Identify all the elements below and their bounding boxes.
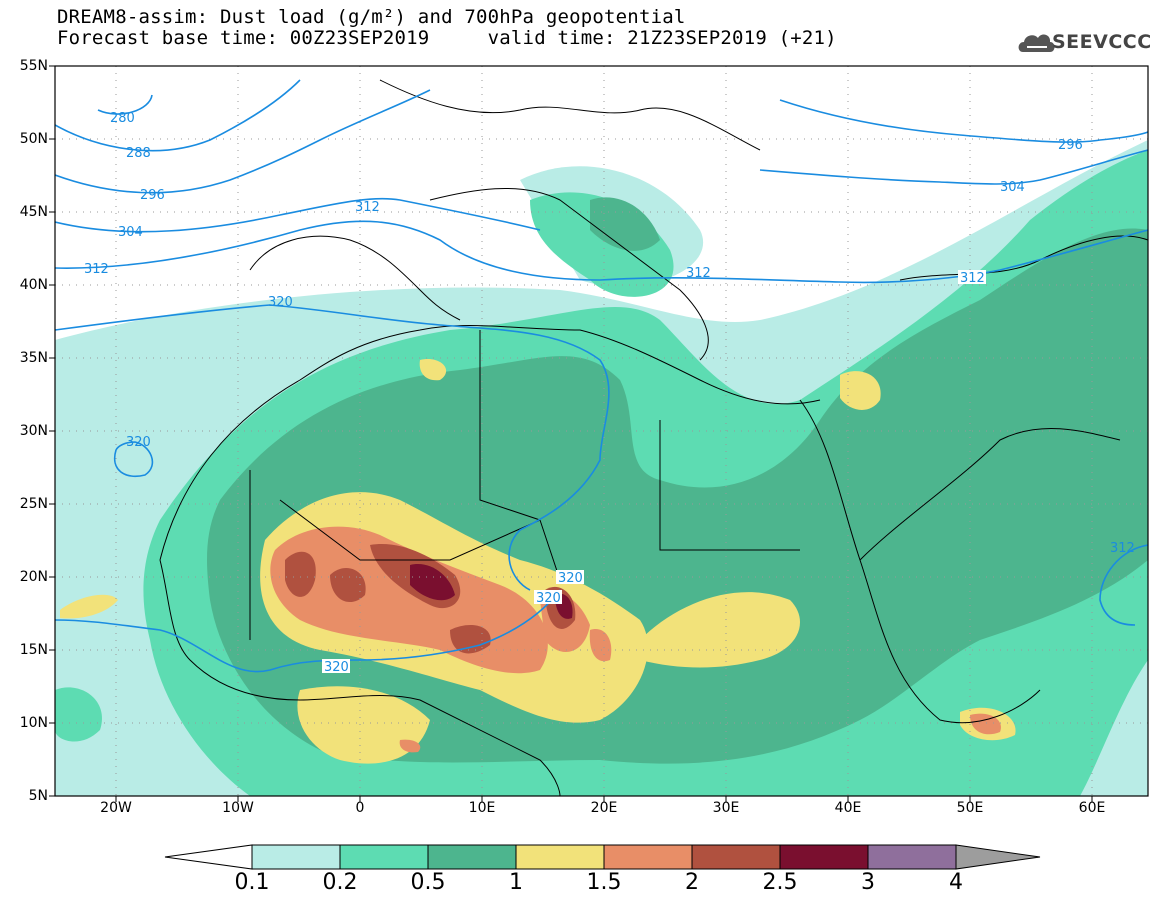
lat-label: 45N: [19, 204, 48, 220]
colorbar-over-arrow: [955, 844, 1041, 870]
colorbar-label: 1: [509, 870, 523, 895]
svg-text:320: 320: [558, 571, 583, 586]
svg-text:320: 320: [536, 591, 561, 606]
colorbar-label: 1.5: [586, 870, 622, 895]
colorbar-swatch: [427, 844, 517, 870]
lon-label: 50E: [956, 800, 984, 816]
colorbar-label: 4: [949, 870, 963, 895]
lat-label: 40N: [19, 277, 48, 293]
svg-text:288: 288: [126, 146, 151, 161]
colorbar-swatch: [515, 844, 605, 870]
svg-text:312: 312: [960, 271, 985, 286]
lat-label: 50N: [19, 131, 48, 147]
cloud-icon: [1018, 34, 1055, 52]
colorbar-label: 0.5: [410, 870, 446, 895]
colorbar-swatch: [603, 844, 693, 870]
lon-label: 20W: [100, 800, 132, 816]
axis-ticks: [49, 65, 1093, 802]
gridlines: [55, 66, 1148, 796]
logo-text: SEEVCCC: [1052, 31, 1152, 53]
svg-text:312: 312: [1110, 541, 1135, 556]
colorbar-label: 3: [861, 870, 875, 895]
lon-label: 30E: [712, 800, 740, 816]
map-title: DREAM8-assim: Dust load (g/m²) and 700hP…: [57, 6, 686, 28]
colorbar-label: 2.5: [762, 870, 798, 895]
lat-label: 30N: [19, 423, 48, 439]
colorbar-swatch: [867, 844, 957, 870]
colorbar-label: 0.2: [322, 870, 358, 895]
colorbar-swatch: [251, 844, 341, 870]
svg-text:304: 304: [118, 225, 143, 240]
contour-labels: 280 288 296 304 312 320 312 312 320 320 …: [84, 111, 1135, 675]
lat-label: 15N: [19, 642, 48, 658]
colorbar-swatch: [691, 844, 781, 870]
lat-label: 25N: [19, 496, 48, 512]
colorbar-label: 2: [685, 870, 699, 895]
lon-label: 40E: [834, 800, 862, 816]
colorbar-under-arrow: [164, 844, 253, 870]
lat-label: 20N: [19, 569, 48, 585]
colorbar-label: 0.1: [234, 870, 270, 895]
lat-label: 10N: [19, 715, 48, 731]
lon-label: 10E: [468, 800, 496, 816]
colorbar: [164, 844, 1041, 870]
svg-text:304: 304: [1000, 180, 1025, 195]
lat-label: 55N: [19, 58, 48, 74]
svg-text:312: 312: [84, 262, 109, 277]
svg-text:312: 312: [355, 200, 380, 215]
svg-text:280: 280: [110, 111, 135, 126]
lon-label: 60E: [1078, 800, 1106, 816]
svg-text:320: 320: [324, 660, 349, 675]
lat-label: 35N: [19, 350, 48, 366]
lon-label: 0: [355, 800, 365, 816]
svg-text:320: 320: [126, 435, 151, 450]
lon-label: 10W: [222, 800, 254, 816]
lon-label: 20E: [590, 800, 618, 816]
svg-text:296: 296: [1058, 138, 1083, 153]
svg-text:296: 296: [140, 188, 165, 203]
lat-label: 5N: [28, 788, 48, 804]
geopotential-contours: [55, 79, 1148, 673]
svg-text:312: 312: [686, 266, 711, 281]
svg-text:320: 320: [268, 295, 293, 310]
colorbar-swatch: [339, 844, 429, 870]
map-subtitle: Forecast base time: 00Z23SEP2019 valid t…: [57, 27, 837, 49]
colorbar-swatch: [779, 844, 869, 870]
